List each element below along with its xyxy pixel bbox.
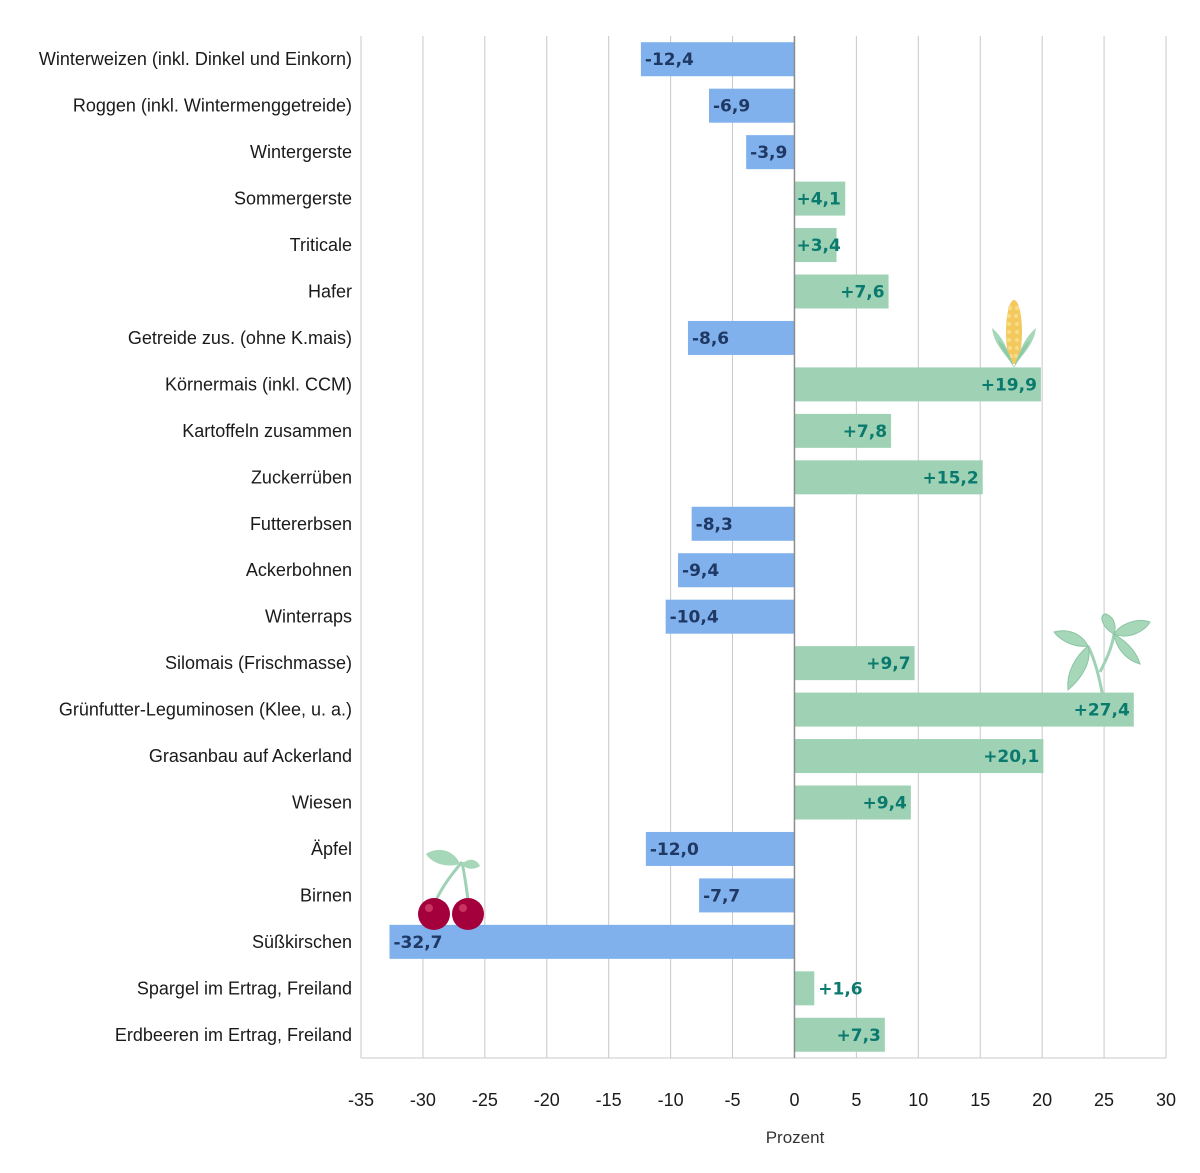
category-label: Getreide zus. (ohne K.mais) <box>128 328 352 348</box>
bar <box>699 878 795 913</box>
category-label: Silomais (Frischmasse) <box>165 653 352 673</box>
value-label: +1,6 <box>818 979 862 999</box>
category-label: Ackerbohnen <box>246 560 352 580</box>
bar <box>640 42 795 77</box>
value-label: +9,4 <box>863 794 908 814</box>
value-label: -12,0 <box>650 840 699 860</box>
bar <box>794 739 1044 774</box>
category-label: Roggen (inkl. Wintermenggetreide) <box>73 96 352 116</box>
category-label: Grünfutter-Leguminosen (Klee, u. a.) <box>59 700 352 720</box>
bar <box>794 785 911 820</box>
category-label: Birnen <box>300 885 352 905</box>
x-tick-label: -20 <box>534 1090 560 1110</box>
grid-lines <box>360 36 1167 1059</box>
bar <box>794 274 889 309</box>
value-label: -6,9 <box>713 97 750 117</box>
x-tick-label: 25 <box>1094 1090 1114 1110</box>
value-label: +7,3 <box>837 1026 881 1046</box>
value-label: +19,9 <box>981 375 1037 395</box>
category-label: Winterweizen (inkl. Dinkel und Einkorn) <box>39 49 352 69</box>
category-label: Grasanbau auf Ackerland <box>149 746 352 766</box>
x-tick-label: -25 <box>472 1090 498 1110</box>
bar <box>794 1017 885 1052</box>
bar <box>687 320 795 355</box>
bar <box>746 135 795 170</box>
bar <box>794 692 1134 727</box>
value-label: +20,1 <box>983 747 1039 767</box>
x-axis-label: Prozent <box>766 1128 825 1147</box>
value-label: +3,4 <box>796 236 841 256</box>
bar <box>709 88 795 123</box>
bar <box>794 181 846 216</box>
x-tick-label: -35 <box>348 1090 374 1110</box>
value-label: -3,9 <box>750 143 787 163</box>
category-label: Erdbeeren im Ertrag, Freiland <box>115 1025 352 1045</box>
category-labels: Winterweizen (inkl. Dinkel und Einkorn) R… <box>39 49 352 1045</box>
bar <box>645 831 795 866</box>
corn-icon <box>992 300 1036 368</box>
category-label: Wiesen <box>292 793 352 813</box>
bar <box>794 460 983 495</box>
category-label: Winterraps <box>265 607 352 627</box>
value-label: +4,1 <box>796 190 840 210</box>
value-label: -8,3 <box>696 515 733 535</box>
x-tick-label: 0 <box>789 1090 799 1110</box>
x-tick-label: -15 <box>596 1090 622 1110</box>
bar <box>691 506 795 541</box>
category-label: Triticale <box>290 235 352 255</box>
value-labels: -12,4 -6,9 -3,9 +4,1 +3,4 +7,6 -8,6 +19,9 +7,8 +1… <box>393 50 1129 1046</box>
value-label: +27,4 <box>1074 701 1130 721</box>
bar <box>794 367 1041 402</box>
value-label: -10,4 <box>670 608 719 628</box>
value-label: +15,2 <box>923 468 979 488</box>
x-tick-label: 15 <box>970 1090 990 1110</box>
x-tick-labels: -35 -30 -25 -20 -15 -10 -5 0 5 10 15 20 25 30 <box>348 1090 1176 1110</box>
bar <box>678 553 795 588</box>
category-label: Spargel im Ertrag, Freiland <box>137 978 352 998</box>
category-label: Futtererbsen <box>250 514 352 534</box>
value-label: +7,6 <box>840 283 884 303</box>
value-label: +7,8 <box>843 422 887 442</box>
bar <box>665 599 795 634</box>
x-tick-label: 20 <box>1032 1090 1052 1110</box>
category-label: Kartoffeln zusammen <box>182 421 352 441</box>
bar <box>794 971 815 1006</box>
x-tick-label: -5 <box>725 1090 741 1110</box>
value-label: -7,7 <box>703 886 740 906</box>
bar <box>389 924 795 959</box>
x-tick-label: 5 <box>851 1090 861 1110</box>
category-label: Wintergerste <box>250 142 352 162</box>
value-label: -32,7 <box>393 933 442 953</box>
bar <box>794 646 915 681</box>
category-label: Äpfel <box>311 839 352 859</box>
category-label: Sommergerste <box>234 189 352 209</box>
bar <box>794 413 892 448</box>
bars <box>389 42 1134 1052</box>
x-tick-label: 30 <box>1156 1090 1176 1110</box>
value-label: +9,7 <box>866 654 910 674</box>
value-label: -12,4 <box>645 50 694 70</box>
clover-icon <box>1053 613 1151 699</box>
category-label: Zuckerrüben <box>251 467 352 487</box>
bar <box>794 228 837 263</box>
x-tick-label: -10 <box>658 1090 684 1110</box>
category-label: Hafer <box>308 282 352 302</box>
x-tick-label: -30 <box>410 1090 436 1110</box>
cherry-icon <box>418 849 484 930</box>
category-label: Körnermais (inkl. CCM) <box>165 374 352 394</box>
category-label: Süßkirschen <box>252 932 352 952</box>
x-tick-label: 10 <box>908 1090 928 1110</box>
value-label: -9,4 <box>682 561 719 581</box>
value-label: -8,6 <box>692 329 729 349</box>
